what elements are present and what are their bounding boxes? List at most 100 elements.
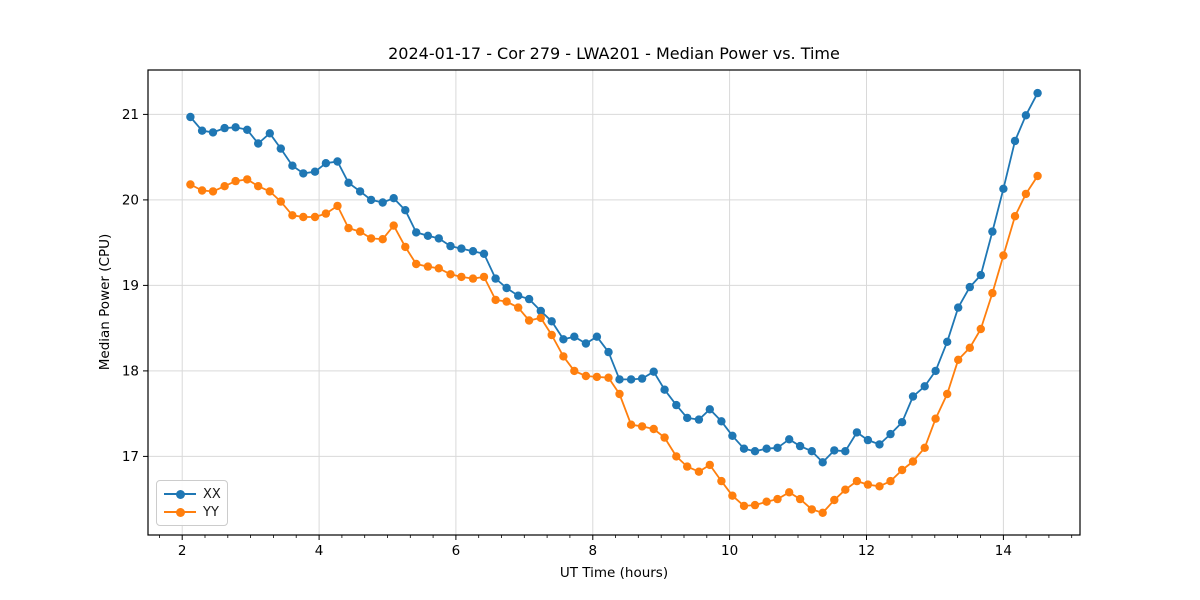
xx-data-point (694, 415, 704, 424)
yy-data-point (649, 424, 658, 434)
axes-frame (147, 69, 1081, 536)
yy-data-point (908, 457, 918, 466)
xx-data-point (412, 228, 421, 237)
yy-data-point (660, 433, 669, 442)
yy-data-point (355, 227, 365, 236)
yy-data-point (694, 467, 704, 476)
yy-data-point (615, 389, 624, 399)
xx-data-point (208, 128, 218, 137)
yy-data-point (502, 297, 511, 306)
yy-data-point (243, 175, 252, 184)
xx-data-point (863, 435, 873, 445)
yy-data-point (423, 262, 433, 271)
xx-data-point (920, 382, 929, 391)
xx-data-point (886, 429, 895, 439)
xx-data-point (288, 161, 297, 170)
x-tick-label: 4 (315, 543, 324, 559)
yy-data-point (208, 187, 218, 196)
xx-data-point (830, 446, 839, 455)
yy-data-point (592, 372, 602, 382)
yy-data-point (920, 443, 929, 452)
yy-data-point (310, 212, 320, 222)
yy-data-point (897, 465, 907, 475)
xx-data-point (1021, 111, 1031, 120)
yy-data-point (762, 497, 771, 506)
y-tick-label: 19 (122, 278, 139, 294)
yy-data-point (547, 330, 556, 340)
xx-data-point (344, 178, 353, 187)
yy-data-point (785, 488, 794, 497)
yy-data-point (807, 505, 816, 514)
yy-data-point (773, 494, 782, 504)
yy-data-point (954, 355, 963, 364)
xx-data-point (524, 294, 534, 304)
yy-data-point (479, 272, 489, 282)
yy-data-point (863, 480, 873, 489)
xx-data-point (401, 206, 410, 215)
legend-item-xx: XX (164, 485, 221, 503)
xx-data-point (717, 417, 726, 426)
yy-data-point (988, 288, 997, 298)
xx-data-point (795, 441, 805, 451)
xx-data-point (559, 335, 568, 344)
yy-data-point (672, 452, 681, 461)
xx-data-point (773, 443, 782, 452)
xx-data-point (265, 129, 274, 138)
yy-data-point (468, 274, 478, 283)
yy-series-swatch (164, 507, 196, 517)
xx-series-line (189, 92, 1039, 464)
yy-data-point (333, 201, 342, 211)
yy-data-point (265, 187, 274, 196)
xx-data-point (243, 125, 252, 134)
xx-data-point (1010, 136, 1020, 146)
yy-data-point (976, 324, 985, 334)
xx-data-point (321, 159, 331, 168)
xx-data-point (514, 291, 523, 300)
yy-data-point (830, 495, 839, 505)
yy-data-point (581, 371, 591, 381)
legend: XX YY (156, 480, 228, 526)
xx-data-point (310, 167, 320, 176)
yy-data-point (999, 251, 1008, 260)
yy-data-point (389, 221, 398, 230)
x-tick-label: 8 (589, 543, 598, 559)
yy-data-point (965, 343, 974, 352)
yy-data-point (559, 352, 568, 361)
yy-data-point (254, 182, 263, 191)
xx-data-point (231, 123, 240, 132)
xx-data-point (423, 231, 433, 240)
xx-data-point (491, 274, 500, 283)
xx-data-point (875, 440, 884, 449)
legend-label-yy: YY (203, 504, 219, 520)
yy-data-point (524, 316, 534, 325)
yy-data-point (728, 491, 737, 500)
yy-data-point (378, 235, 387, 244)
legend-item-yy: YY (164, 503, 219, 521)
x-axis-label: UT Time (hours) (559, 565, 669, 581)
xx-data-point (672, 400, 681, 410)
x-tick-label: 6 (452, 543, 461, 559)
xx-data-point (186, 112, 195, 122)
x-tick-label: 10 (721, 543, 738, 559)
xx-data-point (457, 244, 466, 253)
xx-data-point (378, 198, 387, 207)
xx-data-point (536, 306, 545, 316)
xx-data-point (570, 332, 579, 341)
xx-data-point (841, 447, 850, 456)
xx-data-point (220, 123, 229, 133)
yy-data-point (570, 366, 579, 376)
xx-data-point (965, 282, 974, 292)
chart-title: 2024-01-17 - Cor 279 - LWA201 - Median P… (388, 44, 840, 63)
yy-data-point (637, 422, 647, 431)
yy-data-point (434, 264, 443, 273)
yy-data-point (931, 414, 940, 423)
yy-data-point (626, 420, 636, 429)
yy-data-point (1021, 189, 1031, 199)
y-tick-label: 18 (122, 363, 139, 379)
yy-data-point (795, 494, 805, 504)
xx-data-point (943, 337, 952, 346)
xx-data-point (468, 247, 478, 256)
yy-data-point (739, 501, 749, 511)
yy-data-point (457, 272, 466, 282)
